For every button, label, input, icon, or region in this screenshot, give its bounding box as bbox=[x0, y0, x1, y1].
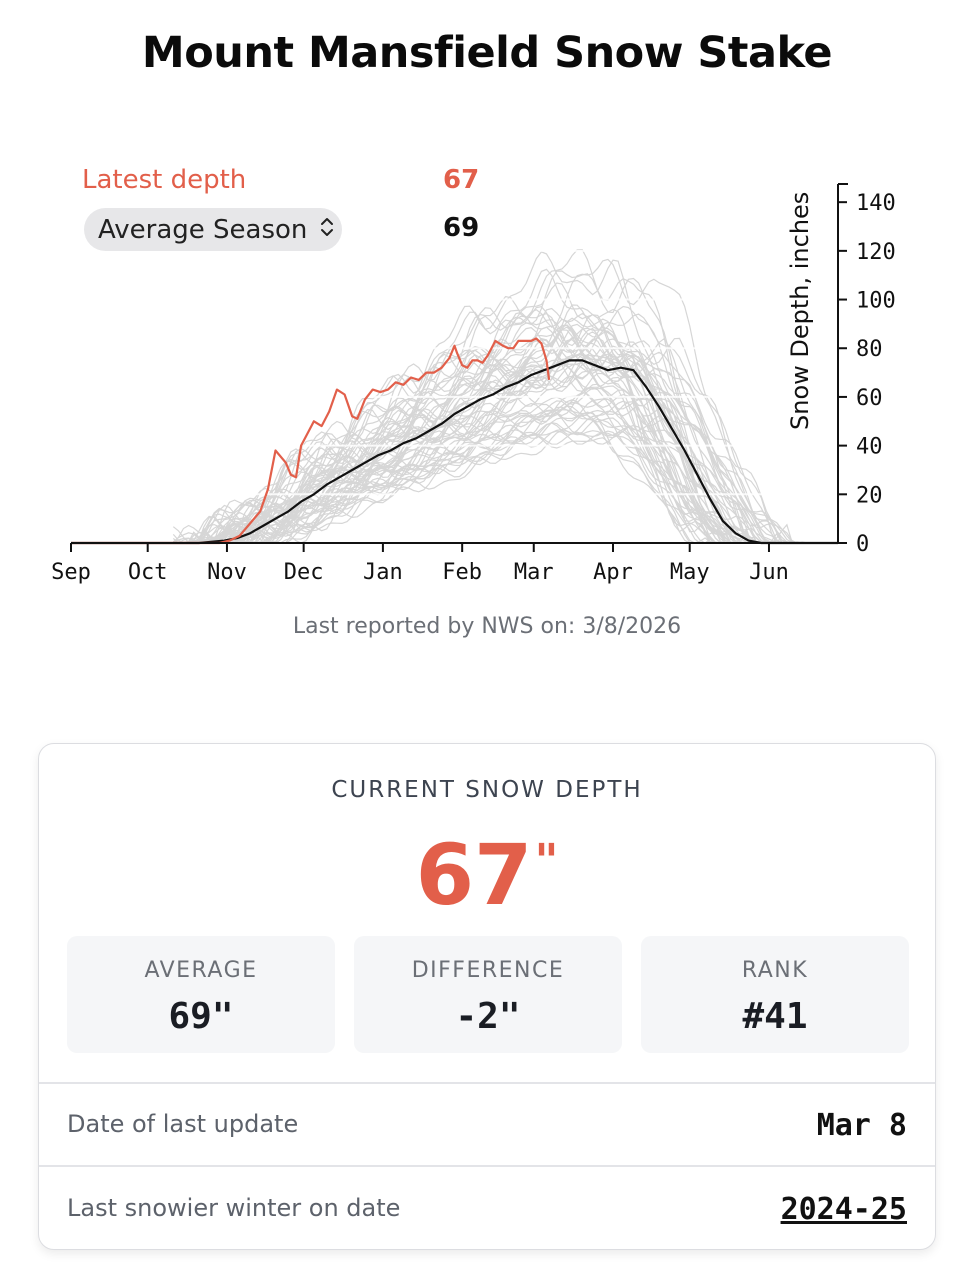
stat-difference: DIFFERENCE -2" bbox=[354, 936, 622, 1053]
x-tick-label: Apr bbox=[593, 560, 633, 585]
history-season-line bbox=[173, 351, 823, 544]
divider bbox=[39, 1165, 935, 1167]
stat-rank: RANK #41 bbox=[641, 936, 909, 1053]
x-tick-label: Feb bbox=[442, 560, 482, 585]
history-season-line bbox=[173, 411, 823, 544]
history-season-line bbox=[173, 249, 823, 544]
average-season-line bbox=[71, 359, 838, 545]
x-axis: Sep Oct Nov Dec Jan Feb Mar Apr May Jun bbox=[51, 542, 838, 585]
x-tick-label: Oct bbox=[128, 560, 168, 585]
last-snowier-label: Last snowier winter on date bbox=[67, 1194, 401, 1222]
history-season-line bbox=[173, 317, 823, 544]
history-season-line bbox=[173, 356, 823, 544]
y-axis-label: Snow Depth, inches bbox=[786, 192, 814, 430]
stat-value: #41 bbox=[742, 996, 808, 1037]
gridlines bbox=[71, 201, 838, 496]
y-tick-label: 100 bbox=[856, 289, 896, 314]
divider bbox=[39, 1082, 935, 1084]
series-lines bbox=[71, 337, 838, 545]
history-season-line bbox=[173, 258, 823, 544]
history-season-line bbox=[173, 270, 823, 544]
y-tick-label: 60 bbox=[856, 386, 883, 411]
chevron-up-down-icon bbox=[319, 215, 335, 245]
card-title: CURRENT SNOW DEPTH bbox=[331, 777, 643, 803]
history-season-line bbox=[173, 337, 823, 544]
legend-latest-value: 67 bbox=[443, 165, 480, 195]
current-depth-value: 67" bbox=[39, 826, 935, 924]
history-season-line bbox=[173, 359, 823, 544]
last-update-value: Mar 8 bbox=[816, 1108, 907, 1143]
stat-label: DIFFERENCE bbox=[411, 958, 565, 983]
x-tick-label: Jun bbox=[749, 560, 789, 585]
history-season-line bbox=[173, 347, 823, 544]
stat-average: AVERAGE 69" bbox=[67, 936, 335, 1053]
history-season-line bbox=[173, 319, 823, 544]
last-update-label: Date of last update bbox=[67, 1110, 299, 1138]
y-axis: 0 20 40 60 80 100 120 140 bbox=[837, 183, 896, 557]
history-season-line bbox=[173, 268, 823, 544]
y-tick-label: 140 bbox=[856, 191, 896, 216]
legend-average-value: 69 bbox=[443, 213, 480, 243]
historical-seasons bbox=[172, 249, 823, 544]
season-select-label: Average Season bbox=[98, 214, 308, 245]
history-season-line bbox=[173, 336, 823, 544]
y-tick-label: 80 bbox=[856, 337, 883, 362]
history-season-line bbox=[173, 400, 823, 544]
stat-value: 69" bbox=[168, 996, 234, 1037]
season-select[interactable]: Average Season bbox=[84, 208, 342, 251]
last-reported-note: Last reported by NWS on: 3/8/2026 bbox=[292, 614, 682, 639]
stat-value: -2" bbox=[455, 996, 521, 1037]
y-tick-label: 40 bbox=[856, 435, 883, 460]
x-tick-label: Sep bbox=[51, 560, 91, 585]
history-season-line bbox=[173, 339, 823, 544]
x-tick-label: Mar bbox=[514, 560, 554, 585]
x-tick-label: Dec bbox=[284, 560, 324, 585]
y-tick-label: 0 bbox=[856, 532, 869, 557]
latest-depth-line bbox=[71, 337, 551, 545]
current-depth-unit: " bbox=[534, 834, 559, 888]
page-title: Mount Mansfield Snow Stake bbox=[141, 28, 833, 78]
legend-latest-label: Latest depth bbox=[82, 165, 247, 195]
stat-label: RANK bbox=[741, 958, 809, 983]
x-tick-label: Nov bbox=[207, 560, 247, 585]
history-season-line bbox=[173, 282, 823, 544]
stat-label: AVERAGE bbox=[144, 958, 258, 983]
current-depth-number: 67 bbox=[415, 826, 533, 924]
history-season-line bbox=[173, 376, 823, 544]
y-tick-label: 20 bbox=[856, 483, 883, 508]
last-snowier-link[interactable]: 2024-25 bbox=[780, 1192, 907, 1227]
x-tick-label: May bbox=[670, 560, 710, 585]
y-tick-label: 120 bbox=[856, 240, 896, 265]
snow-depth-chart: Sep Oct Nov Dec Jan Feb Mar Apr May Jun 0 20 40 60 80… bbox=[51, 183, 896, 585]
current-snow-depth-card: CURRENT SNOW DEPTH 67" AVERAGE 69" DIFFE… bbox=[38, 743, 936, 1250]
x-tick-label: Jan bbox=[363, 560, 403, 585]
